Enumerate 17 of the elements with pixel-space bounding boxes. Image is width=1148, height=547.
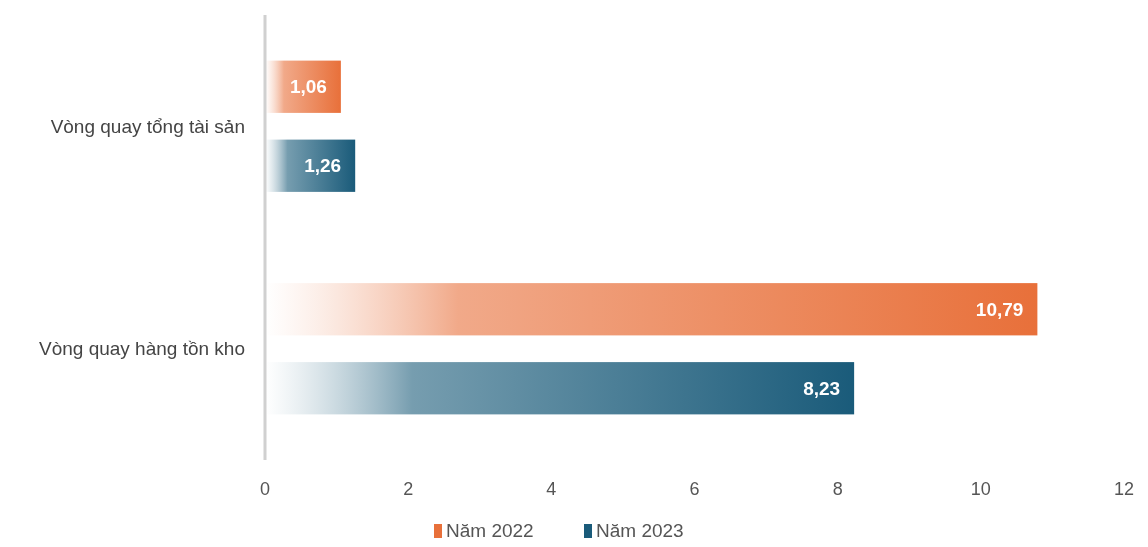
y-tick-label: Vòng quay tổng tài sản — [50, 115, 245, 137]
x-tick-label: 8 — [832, 479, 843, 499]
legend-label: Năm 2022 — [446, 520, 534, 541]
data-label: 10,79 — [975, 298, 1024, 320]
x-tick-label: 6 — [689, 479, 700, 499]
x-tick-label: 10 — [970, 479, 991, 499]
x-tick-label: 0 — [259, 479, 271, 499]
x-tick-label: 4 — [546, 479, 557, 499]
data-label: 1,06 — [289, 76, 327, 98]
data-label: 8,23 — [803, 377, 841, 399]
data-label: 1,26 — [304, 155, 342, 177]
bar — [265, 139, 356, 192]
y-tick-label: Vòng quay hàng tồn kho — [38, 338, 245, 360]
bar — [265, 60, 341, 113]
x-tick-label: 2 — [403, 479, 414, 499]
x-tick-label: 12 — [1113, 479, 1135, 499]
legend-label: Năm 2023 — [596, 520, 684, 541]
